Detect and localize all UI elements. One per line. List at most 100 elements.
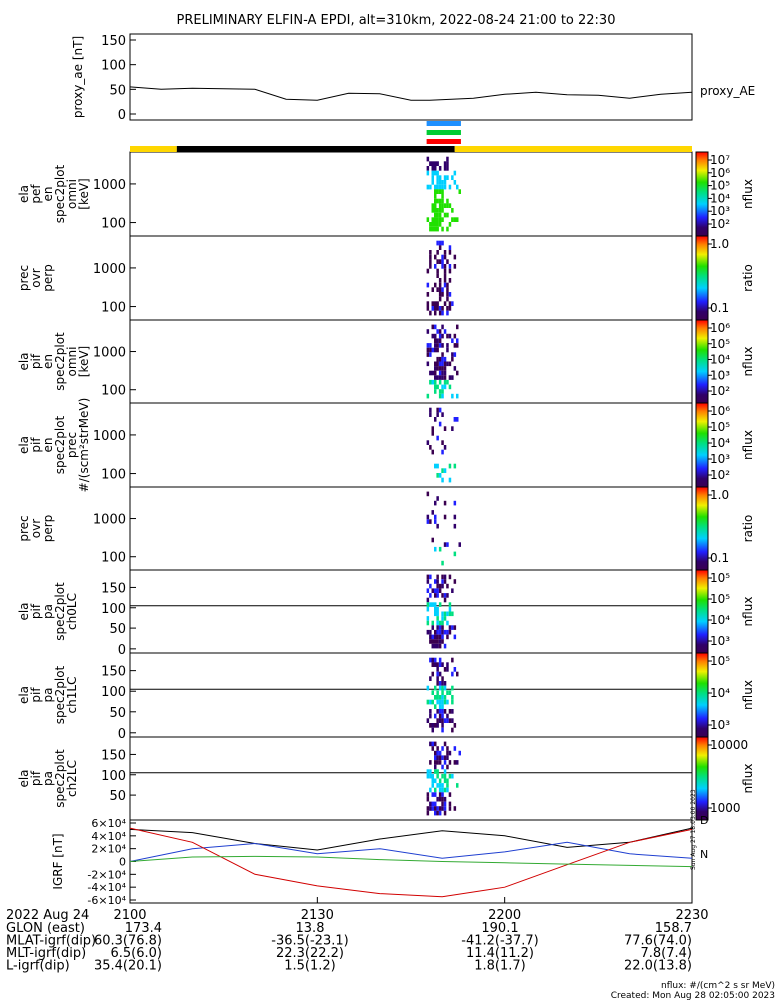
spectrogram-cell — [434, 217, 437, 222]
spectrogram-cell — [438, 718, 442, 723]
spectrogram-cell — [436, 634, 439, 640]
spectrogram-cell — [434, 755, 437, 760]
time-tick-label: 2100 — [113, 908, 146, 923]
spectrogram-cell — [453, 667, 457, 672]
spectrogram-ylabel-line: omni — [65, 179, 79, 209]
spectrogram-cell — [429, 226, 432, 232]
spectrogram-cell — [441, 449, 444, 455]
spectrogram-cell — [448, 611, 452, 617]
orbit-table-cell: 158.7 — [655, 921, 692, 936]
spectrogram-cell — [436, 222, 439, 227]
spectrogram-ylabel-line: spec2plot — [53, 332, 67, 391]
spectrogram-cell — [431, 602, 434, 607]
spectrogram-cell — [443, 773, 447, 779]
spectrogram-cell — [446, 783, 449, 788]
spectrogram-cell — [434, 343, 437, 348]
spectrogram-cell — [436, 760, 439, 765]
spectrogram-cell — [443, 718, 447, 723]
spectrogram-cell — [443, 375, 447, 380]
spectrogram-cell — [436, 287, 439, 292]
spectrogram-ytick-label: 100 — [101, 769, 126, 784]
colorbar-tick-label: 10² — [710, 468, 730, 482]
spectrogram-ytick-label: 150 — [101, 581, 126, 596]
spectrogram-cell — [453, 333, 457, 339]
spectrogram-cell — [434, 760, 437, 765]
spectrogram-cell — [436, 198, 439, 204]
orbit-table-cell: 173.4 — [125, 921, 162, 936]
spectrogram-ylabel-line: pif — [29, 603, 43, 619]
spectrogram-cell — [441, 713, 444, 719]
orbit-table-cell: 13.8 — [296, 921, 325, 936]
spectrogram-cell — [448, 690, 452, 695]
spectrogram-cell — [429, 593, 432, 598]
spectrogram-cell — [446, 583, 449, 589]
spectrogram-cell — [443, 760, 447, 765]
spectrogram-cell — [431, 203, 434, 208]
spectrogram-cell — [451, 588, 454, 593]
orbit-table-row-label: GLON (east) — [6, 921, 85, 936]
spectrogram-cell — [436, 208, 439, 213]
spectrogram-cell — [434, 389, 437, 394]
spectrogram-cell — [436, 723, 439, 728]
spectrogram-cell — [438, 713, 442, 719]
spectrogram-cell — [446, 750, 449, 756]
spectrogram-ylabel-line: pif — [29, 437, 43, 453]
spectrogram-cell — [438, 389, 442, 394]
spectrogram-cell — [438, 407, 442, 413]
spectrogram-cell — [429, 629, 432, 635]
spectrogram-cell — [436, 240, 439, 246]
spectrogram-cell — [441, 264, 444, 269]
spectrogram-cell — [451, 352, 454, 357]
spectrogram-cell — [443, 667, 447, 672]
spectrogram-cell — [436, 629, 439, 635]
spectrogram-frame-prec_ovr_perp_2 — [129, 486, 693, 571]
spectrogram-cell — [429, 676, 432, 681]
chart-marks — [129, 86, 693, 898]
colorbar-tick-label: 10⁵ — [710, 420, 730, 434]
spectrogram-cell — [441, 254, 444, 260]
spectrogram-cell — [443, 699, 447, 705]
spectrogram-cell — [436, 806, 439, 811]
colorbar-tick-label: 10⁵ — [710, 654, 730, 668]
spectrogram-cell — [429, 519, 432, 524]
spectrogram-cell — [441, 440, 444, 445]
spectrogram-cell — [441, 616, 444, 621]
spectrogram-cell — [436, 750, 439, 756]
colorbar-ela_pif_pa_spec2plot_ch1LC — [695, 652, 709, 738]
igrf-frame — [129, 819, 693, 904]
spectrogram-cell — [446, 156, 449, 162]
spectrogram-cell — [426, 806, 430, 811]
spectrogram-cell — [438, 709, 442, 714]
colorbar-tick-label: 10² — [710, 217, 730, 231]
spectrogram-cell — [443, 468, 447, 473]
spectrogram-cell — [429, 709, 432, 714]
spectrogram-cell — [434, 639, 437, 644]
spectrogram-cell — [453, 579, 457, 584]
spectrogram-cell — [436, 643, 439, 649]
spectrogram-cell — [453, 625, 457, 630]
spectrogram-cell — [441, 801, 444, 807]
spectrogram-cell — [451, 727, 454, 733]
spectrogram-cell — [434, 685, 437, 691]
spectrogram-cell — [441, 806, 444, 811]
spectrogram-cell — [429, 602, 432, 607]
spectrogram-cell — [443, 329, 447, 334]
spectrogram-cell — [438, 588, 442, 593]
spectrogram-cell — [441, 755, 444, 760]
spectrogram-cell — [431, 175, 434, 180]
spectrogram-cell — [443, 695, 447, 700]
status-bars — [130, 121, 692, 152]
spectrogram-cell — [446, 361, 449, 367]
spectrogram-cell — [441, 361, 444, 367]
spectrogram-cell — [446, 542, 449, 547]
spectrogram-ylabel-line: #/(scm²strMeV) — [77, 398, 91, 493]
spectrogram-ytick-label: 100 — [101, 217, 126, 232]
spectrogram-cell — [438, 361, 442, 367]
spectrogram-cell — [443, 755, 447, 760]
spectrogram-cell — [436, 583, 439, 589]
spectrogram-cell — [434, 662, 437, 667]
spectrogram-cell — [438, 787, 442, 793]
spectrogram-cell — [431, 301, 434, 306]
spectrogram-ylabel-line: pif — [29, 687, 43, 703]
